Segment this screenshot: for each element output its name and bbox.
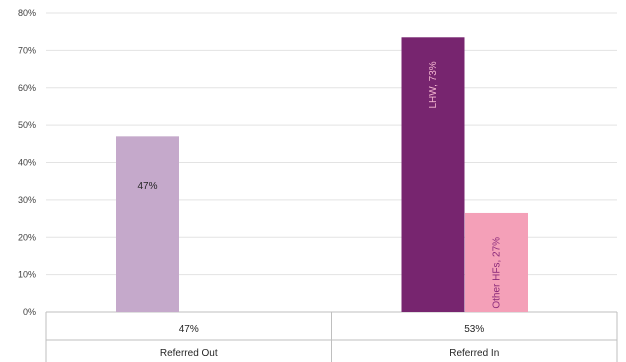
bar bbox=[465, 212, 528, 312]
y-tick-label: 30% bbox=[18, 195, 36, 205]
y-axis: 0% 10% 20% 30% 40% 50% 60% 70% 80% bbox=[18, 8, 36, 317]
bar bbox=[116, 136, 179, 312]
bar bbox=[401, 37, 465, 312]
y-tick-label: 60% bbox=[18, 83, 36, 93]
table-value: 47% bbox=[179, 324, 199, 335]
category-table: 47% Referred Out 53% Referred In bbox=[45, 312, 618, 362]
y-tick-label: 70% bbox=[18, 45, 36, 55]
y-tick-label: 50% bbox=[18, 120, 36, 130]
y-tick-label: 0% bbox=[23, 307, 36, 317]
category-label: Referred In bbox=[449, 348, 499, 359]
y-tick-label: 80% bbox=[18, 8, 36, 18]
bars: 47% LHW, 73% Other HFs, 27% bbox=[116, 37, 528, 312]
table-value: 53% bbox=[464, 324, 484, 335]
category-label: Referred Out bbox=[160, 348, 218, 359]
data-label: Other HFs, 27% bbox=[492, 237, 503, 309]
y-tick-label: 40% bbox=[18, 158, 36, 168]
y-tick-label: 10% bbox=[18, 270, 36, 280]
y-tick-label: 20% bbox=[18, 232, 36, 242]
data-label: LHW, 73% bbox=[428, 61, 439, 108]
data-label: 47% bbox=[137, 181, 157, 192]
